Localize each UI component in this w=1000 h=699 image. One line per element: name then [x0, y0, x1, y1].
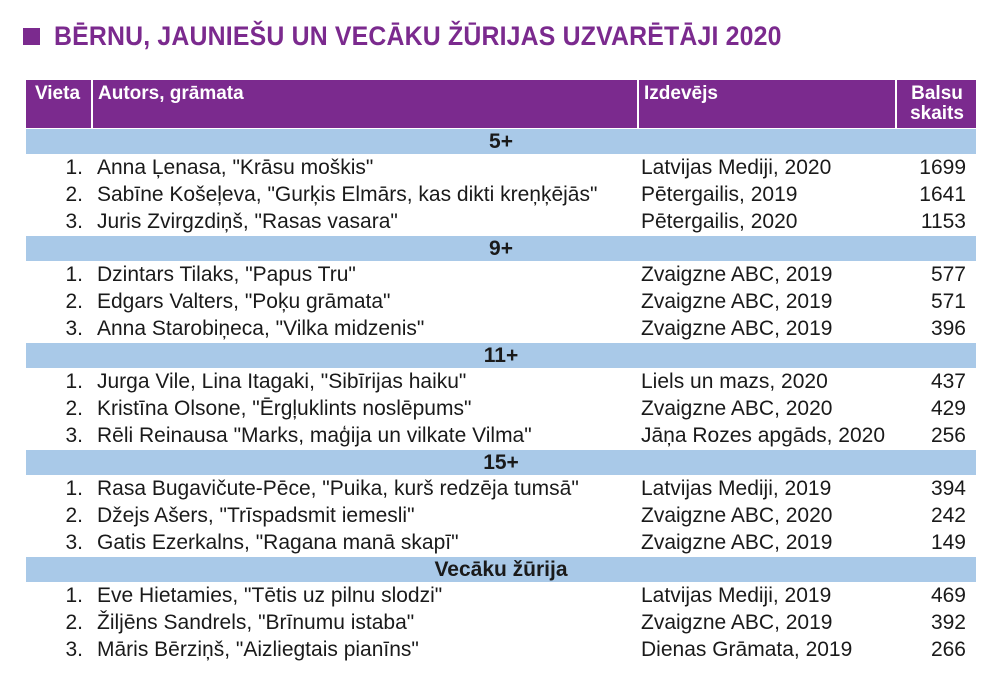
- cell-publisher: Zvaigzne ABC, 2019: [641, 317, 833, 340]
- table-row: 1. Anna Ļenasa, "Krāsu moškis" Latvijas …: [26, 154, 976, 181]
- section-header: 9+: [26, 235, 976, 261]
- cell-place: 3.: [65, 638, 83, 661]
- section-label: 9+: [26, 235, 976, 261]
- cell-author-book: Sabīne Košeļeva, "Gurķis Elmārs, kas dik…: [91, 181, 638, 208]
- title-square-icon: [23, 27, 40, 45]
- cell-votes: 1153: [920, 210, 966, 233]
- section-label: 15+: [26, 449, 976, 475]
- cell-place: 1.: [65, 263, 83, 286]
- table-row: 1. Dzintars Tilaks, "Papus Tru" Zvaigzne…: [26, 261, 976, 288]
- column-header-author: Autors, grāmata: [92, 80, 639, 129]
- section-header: 11+: [26, 342, 976, 368]
- cell-publisher: Latvijas Mediji, 2019: [641, 477, 832, 500]
- cell-votes: 1699: [919, 156, 966, 179]
- cell-place: 1.: [65, 370, 83, 393]
- cell-place: 3.: [65, 210, 83, 233]
- cell-votes: 469: [930, 584, 966, 607]
- cell-author-book: Rasa Bugavičute-Pēce, "Puika, kurš redzē…: [91, 475, 638, 502]
- cell-publisher: Zvaigzne ABC, 2019: [641, 611, 833, 634]
- cell-place: 3.: [65, 317, 83, 340]
- cell-place: 3.: [65, 424, 83, 447]
- table-row: 2. Edgars Valters, "Poķu grāmata" Zvaigz…: [26, 288, 976, 315]
- cell-votes: 266: [930, 638, 966, 661]
- cell-author-book: Anna Ļenasa, "Krāsu moškis": [91, 154, 638, 181]
- cell-publisher: Liels un mazs, 2020: [641, 370, 828, 393]
- table-row: 1. Jurga Vile, Lina Itagaki, "Sibīrijas …: [26, 368, 976, 395]
- cell-votes: 571: [930, 290, 966, 313]
- cell-place: 1.: [65, 477, 83, 500]
- table-row: 2. Kristīna Olsone, "Ērgļuklints noslēpu…: [26, 395, 976, 422]
- cell-votes: 577: [930, 263, 966, 286]
- cell-author-book: Anna Starobiņeca, "Vilka midzenis": [91, 315, 638, 343]
- cell-place: 3.: [65, 531, 83, 554]
- cell-author-book: Rēli Reinausa "Marks, maģija un vilkate …: [91, 422, 638, 450]
- cell-author-book: Žiljēns Sandrels, "Brīnumu istaba": [91, 609, 638, 636]
- table-row: 3. Rēli Reinausa "Marks, maģija un vilka…: [26, 422, 976, 450]
- section-label: Vecāku žūrija: [26, 556, 976, 582]
- cell-publisher: Latvijas Mediji, 2019: [641, 584, 832, 607]
- section-header: 5+: [26, 128, 976, 154]
- cell-votes: 392: [930, 611, 966, 634]
- cell-votes: 394: [930, 477, 966, 500]
- cell-votes: 1641: [919, 183, 966, 206]
- cell-votes: 242: [930, 504, 966, 527]
- cell-author-book: Eve Hietamies, "Tētis uz pilnu slodzi": [91, 582, 638, 609]
- table-row: 2. Džejs Ašers, "Trīspadsmit iemesli" Zv…: [26, 502, 976, 529]
- cell-publisher: Dienas Grāmata, 2019: [641, 638, 853, 661]
- cell-author-book: Džejs Ašers, "Trīspadsmit iemesli": [91, 502, 638, 529]
- section-label: 5+: [26, 128, 976, 154]
- cell-place: 2.: [65, 397, 83, 420]
- column-header-votes-line2: skaits: [910, 103, 964, 124]
- column-header-votes: Balsu skaits: [896, 80, 976, 129]
- table-body: 5+ 1. Anna Ļenasa, "Krāsu moškis" Latvij…: [26, 128, 976, 663]
- cell-votes: 437: [930, 370, 966, 393]
- table-row: 1. Eve Hietamies, "Tētis uz pilnu slodzi…: [26, 582, 976, 609]
- table-row: 1. Rasa Bugavičute-Pēce, "Puika, kurš re…: [26, 475, 976, 502]
- section-label: 11+: [26, 342, 976, 368]
- cell-votes: 429: [930, 397, 966, 420]
- section-header: Vecāku žūrija: [26, 556, 976, 582]
- table-row: 3. Anna Starobiņeca, "Vilka midzenis" Zv…: [26, 315, 976, 343]
- cell-publisher: Zvaigzne ABC, 2020: [641, 504, 833, 527]
- cell-place: 1.: [65, 584, 83, 607]
- cell-place: 2.: [65, 290, 83, 313]
- table-row: 3. Juris Zvirgzdiņš, "Rasas vasara" Pēte…: [26, 208, 976, 236]
- cell-publisher: Zvaigzne ABC, 2019: [641, 531, 833, 554]
- page-title: BĒRNU, JAUNIEŠU UN VECĀKU ŽŪRIJAS UZVARĒ…: [54, 20, 782, 51]
- cell-place: 2.: [65, 183, 83, 206]
- cell-author-book: Dzintars Tilaks, "Papus Tru": [91, 261, 638, 288]
- cell-author-book: Jurga Vile, Lina Itagaki, "Sibīrijas hai…: [91, 368, 638, 395]
- cell-publisher: Jāņa Rozes apgāds, 2020: [641, 424, 886, 447]
- cell-place: 2.: [65, 611, 83, 634]
- cell-place: 1.: [65, 156, 83, 179]
- cell-author-book: Juris Zvirgzdiņš, "Rasas vasara": [91, 208, 638, 236]
- table-row: 2. Žiljēns Sandrels, "Brīnumu istaba" Zv…: [26, 609, 976, 636]
- cell-author-book: Gatis Ezerkalns, "Ragana manā skapī": [91, 529, 638, 557]
- cell-votes: 256: [930, 424, 966, 447]
- column-header-publisher: Izdevējs: [638, 80, 897, 129]
- column-header-place: Vieta: [26, 80, 93, 129]
- cell-publisher: Pētergailis, 2020: [641, 210, 798, 233]
- cell-place: 2.: [65, 504, 83, 527]
- cell-votes: 396: [930, 317, 966, 340]
- results-table: Vieta Autors, grāmata Izdevējs Balsu ska…: [26, 80, 976, 663]
- cell-publisher: Zvaigzne ABC, 2020: [641, 397, 833, 420]
- cell-publisher: Zvaigzne ABC, 2019: [641, 290, 833, 313]
- table-header-row: Vieta Autors, grāmata Izdevējs Balsu ska…: [26, 80, 976, 129]
- cell-votes: 149: [930, 531, 966, 554]
- table-row: 3. Gatis Ezerkalns, "Ragana manā skapī" …: [26, 529, 976, 557]
- cell-author-book: Edgars Valters, "Poķu grāmata": [91, 288, 638, 315]
- page-title-row: BĒRNU, JAUNIEŠU UN VECĀKU ŽŪRIJAS UZVARĒ…: [23, 14, 845, 58]
- section-header: 15+: [26, 449, 976, 475]
- cell-publisher: Latvijas Mediji, 2020: [641, 156, 832, 179]
- cell-publisher: Zvaigzne ABC, 2019: [641, 263, 833, 286]
- table-row: 2. Sabīne Košeļeva, "Gurķis Elmārs, kas …: [26, 181, 976, 208]
- cell-author-book: Māris Bērziņš, "Aizliegtais pianīns": [91, 636, 638, 663]
- cell-author-book: Kristīna Olsone, "Ērgļuklints noslēpums": [91, 395, 638, 422]
- column-header-votes-line1: Balsu: [911, 83, 963, 104]
- cell-publisher: Pētergailis, 2019: [641, 183, 798, 206]
- table-row: 3. Māris Bērziņš, "Aizliegtais pianīns" …: [26, 636, 976, 663]
